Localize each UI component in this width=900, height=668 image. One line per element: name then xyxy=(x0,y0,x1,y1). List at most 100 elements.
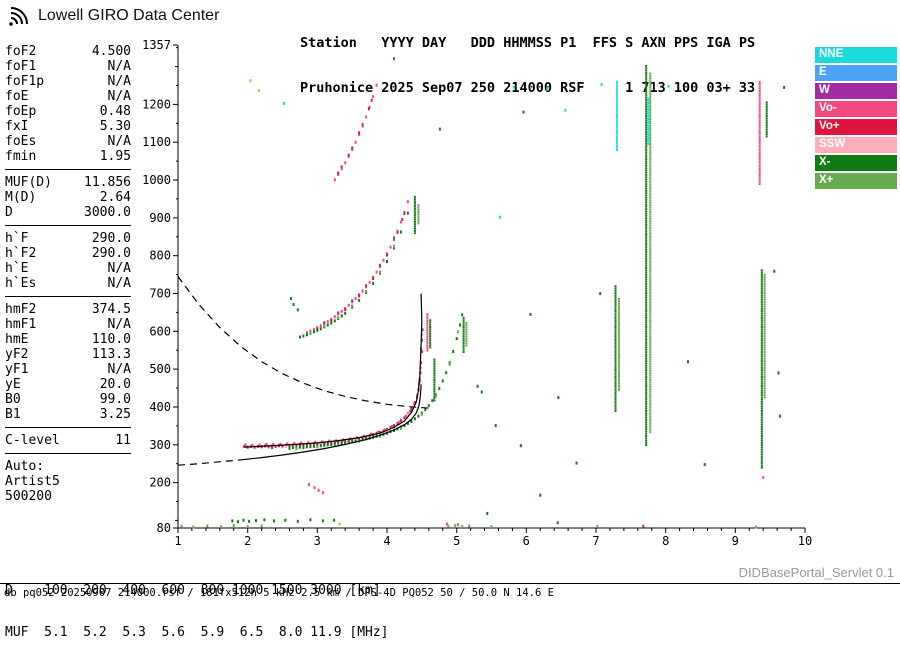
status-bar: db pq052 20250907 214000.rsf / 181fx512h… xyxy=(4,587,554,599)
param-label: h`F xyxy=(5,231,29,246)
param-row: yE 20.0 xyxy=(5,377,131,392)
param-row: M(D) 2.64 xyxy=(5,190,131,205)
legend: NNE E W Vo- Vo+ SSW X- X+ xyxy=(815,47,897,191)
param-value: 290.0 xyxy=(91,246,131,261)
svg-text:1000: 1000 xyxy=(142,173,171,187)
group-divider xyxy=(5,296,131,297)
param-row: h`Es N/A xyxy=(5,276,131,291)
giro-signal-icon xyxy=(9,7,28,26)
muf-table-distances: D 100 200 400 600 800 1000 1500 3000 [km… xyxy=(5,583,381,598)
param-label: foF1 xyxy=(5,59,37,74)
param-row: MUF(D) 11.856 xyxy=(5,175,131,190)
svg-text:900: 900 xyxy=(149,211,171,225)
param-row: fxI 5.30 xyxy=(5,119,131,134)
param-value: 2.64 xyxy=(99,190,131,205)
param-label: foF1p xyxy=(5,74,45,89)
param-row: yF2 113.3 xyxy=(5,347,131,362)
svg-text:200: 200 xyxy=(149,476,171,490)
svg-text:500: 500 xyxy=(149,362,171,376)
param-value: N/A xyxy=(107,59,131,74)
legend-item-SSW: SSW xyxy=(815,137,897,153)
svg-text:700: 700 xyxy=(149,287,171,301)
legend-item-X-: X- xyxy=(815,155,897,171)
param-value: 290.0 xyxy=(91,231,131,246)
station-header-line1: Station YYYY DAY DDD HHMMSS P1 FFS S AXN… xyxy=(300,35,756,51)
param-label: h`F2 xyxy=(5,246,37,261)
param-value: 4.500 xyxy=(91,44,131,59)
station-header-line2: Pruhonice 2025 Sep07 250 214000 RSF 1 71… xyxy=(300,80,756,96)
param-value: 99.0 xyxy=(99,392,131,407)
servlet-version-label: DIDBasePortal_Servlet 0.1 xyxy=(738,565,894,580)
group-divider xyxy=(5,453,131,454)
param-label: hmF2 xyxy=(5,302,37,317)
auto-info-line: Artist5 xyxy=(5,474,60,489)
param-value: N/A xyxy=(107,261,131,276)
param-value: 11 xyxy=(115,433,131,448)
param-value: 113.3 xyxy=(91,347,131,362)
svg-text:1: 1 xyxy=(174,534,181,548)
legend-item-W: W xyxy=(815,83,897,99)
param-label: C-level xyxy=(5,433,60,448)
legend-item-Vo+: Vo+ xyxy=(815,119,897,135)
param-value: N/A xyxy=(107,74,131,89)
param-label: MUF(D) xyxy=(5,175,52,190)
param-label: yE xyxy=(5,377,21,392)
svg-text:9: 9 xyxy=(732,534,739,548)
group-divider xyxy=(5,427,131,428)
svg-text:1357: 1357 xyxy=(142,40,171,52)
param-value: 3.25 xyxy=(99,407,131,422)
param-row: foF1p N/A xyxy=(5,74,131,89)
param-value: N/A xyxy=(107,134,131,149)
legend-item-NNE: NNE xyxy=(815,47,897,63)
param-value: 374.5 xyxy=(91,302,131,317)
group-divider xyxy=(5,169,131,170)
param-label: foE xyxy=(5,89,29,104)
svg-text:8: 8 xyxy=(662,534,669,548)
svg-text:1100: 1100 xyxy=(142,135,171,149)
svg-text:400: 400 xyxy=(149,400,171,414)
param-row: fmin 1.95 xyxy=(5,149,131,164)
svg-text:1200: 1200 xyxy=(142,97,171,111)
svg-text:2: 2 xyxy=(244,534,251,548)
param-label: h`E xyxy=(5,261,29,276)
parameter-panel: foF2 4.500 foF1 N/A foF1p N/A foE N/A foEp 0.48 fx… xyxy=(5,44,131,504)
param-label: hmE xyxy=(5,332,29,347)
param-value: 3000.0 xyxy=(84,205,131,220)
param-label: M(D) xyxy=(5,190,37,205)
giro-logo: Lowell GIRO Data Center xyxy=(8,5,219,27)
param-value: 1.95 xyxy=(99,149,131,164)
legend-item-Vo-: Vo- xyxy=(815,101,897,117)
param-label: fxI xyxy=(5,119,29,134)
svg-text:800: 800 xyxy=(149,249,171,263)
param-label: B0 xyxy=(5,392,21,407)
param-value: 110.0 xyxy=(91,332,131,347)
legend-item-X+: X+ xyxy=(815,173,897,189)
param-value: N/A xyxy=(107,362,131,377)
group-divider xyxy=(5,225,131,226)
param-label: foEs xyxy=(5,134,37,149)
svg-text:4: 4 xyxy=(383,534,390,548)
param-value: N/A xyxy=(107,276,131,291)
param-label: D xyxy=(5,205,13,220)
param-value: 5.30 xyxy=(99,119,131,134)
param-value: N/A xyxy=(107,317,131,332)
param-value: 20.0 xyxy=(99,377,131,392)
svg-text:10: 10 xyxy=(798,534,812,548)
param-row: foE N/A xyxy=(5,89,131,104)
param-row: C-level 11 xyxy=(5,433,131,448)
param-row: hmF2 374.5 xyxy=(5,302,131,317)
svg-text:6: 6 xyxy=(523,534,530,548)
auto-info-line: Auto: xyxy=(5,459,45,474)
param-label: yF1 xyxy=(5,362,29,377)
svg-text:5: 5 xyxy=(453,534,460,548)
param-row: h`E N/A xyxy=(5,261,131,276)
muf-table: D 100 200 400 600 800 1000 1500 3000 [km… xyxy=(5,556,389,668)
param-value: 0.48 xyxy=(99,104,131,119)
auto-info-line: 500200 xyxy=(5,489,52,504)
legend-item-E: E xyxy=(815,65,897,81)
muf-table-values: MUF 5.1 5.2 5.3 5.6 5.9 6.5 8.0 11.9 [MH… xyxy=(5,625,389,640)
param-label: hmF1 xyxy=(5,317,37,332)
param-row: hmE 110.0 xyxy=(5,332,131,347)
param-row: D 3000.0 xyxy=(5,205,131,220)
param-row: h`F2 290.0 xyxy=(5,246,131,261)
